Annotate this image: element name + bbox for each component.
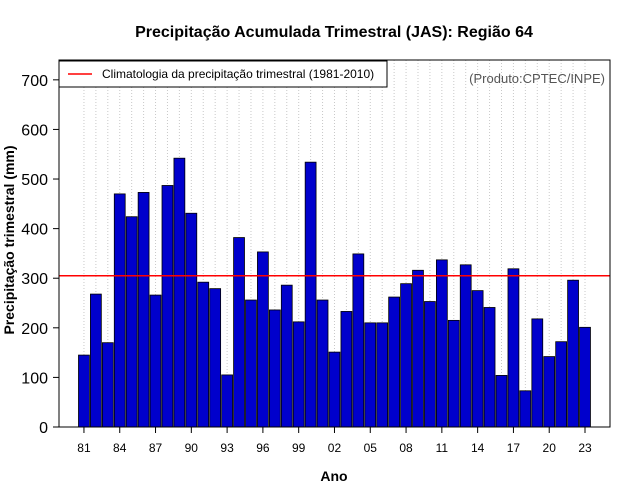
x-axis-label: Ano — [320, 468, 347, 484]
x-tick-label-99: 99 — [292, 441, 306, 455]
x-tick-label-93: 93 — [220, 441, 234, 455]
bar-2015 — [483, 307, 496, 428]
y-tick-label-600: 600 — [21, 122, 48, 139]
x-tick-label-20: 20 — [543, 441, 557, 455]
bar-series — [78, 157, 591, 428]
bar-1997 — [268, 309, 281, 428]
bar-1990 — [185, 212, 198, 428]
x-tick-label-81: 81 — [77, 441, 91, 455]
y-tick-label-300: 300 — [21, 271, 48, 288]
x-tick-label-90: 90 — [185, 441, 199, 455]
y-tick-label-200: 200 — [21, 321, 48, 338]
bar-1992 — [209, 288, 222, 428]
bar-2022 — [567, 279, 579, 428]
bar-1996 — [257, 251, 269, 428]
bar-2001 — [316, 299, 329, 428]
bar-2020 — [543, 356, 556, 428]
x-tick-label-02: 02 — [328, 441, 342, 455]
bar-2019 — [531, 318, 544, 428]
x-tick-label-05: 05 — [364, 441, 378, 455]
x-tick-label-87: 87 — [149, 441, 163, 455]
legend-climatology-label: Climatologia da precipitação trimestral … — [102, 67, 374, 81]
x-tick-label-17: 17 — [507, 441, 521, 455]
x-tick-label-84: 84 — [113, 441, 127, 455]
bar-2004 — [352, 253, 365, 428]
bar-2010 — [424, 301, 436, 428]
bar-2014 — [471, 290, 484, 428]
legend-box — [58, 60, 388, 88]
bar-1993 — [221, 374, 233, 428]
y-tick-label-100: 100 — [21, 370, 48, 387]
legend: Climatologia da precipitação trimestral … — [58, 60, 388, 88]
y-tick-label-0: 0 — [39, 420, 48, 437]
bar-2006 — [376, 322, 389, 428]
y-axis-label: Precipitação trimestral (mm) — [1, 145, 17, 334]
bar-2017 — [507, 268, 520, 428]
x-axis: 81 84 87 90 93 96 99 02 05 08 11 14 17 20 23 — [77, 427, 592, 455]
bar-1999 — [292, 321, 305, 428]
bar-1994 — [233, 237, 245, 428]
bar-2018 — [519, 390, 532, 428]
bar-1995 — [245, 299, 257, 428]
bar-1985 — [125, 216, 138, 428]
bar-2016 — [495, 375, 508, 428]
y-tick-label-700: 700 — [21, 73, 48, 90]
bar-2009 — [412, 269, 424, 428]
bar-1986 — [137, 192, 150, 428]
bar-2011 — [435, 259, 448, 428]
bar-2012 — [447, 319, 460, 428]
y-tick-label-500: 500 — [21, 172, 48, 189]
bar-2002 — [328, 351, 341, 428]
x-tick-label-23: 23 — [578, 441, 592, 455]
bar-2023 — [579, 326, 591, 428]
bar-1991 — [197, 281, 210, 428]
bar-2021 — [555, 341, 568, 428]
product-credit: (Produto:CPTEC/INPE) — [469, 71, 605, 86]
x-tick-label-11: 11 — [436, 441, 449, 455]
chart-title: Precipitação Acumulada Trimestral (JAS):… — [135, 24, 533, 41]
bar-1998 — [280, 284, 293, 428]
bar-1984 — [113, 193, 126, 428]
bar-2013 — [459, 264, 472, 428]
x-tick-label-08: 08 — [399, 441, 413, 455]
bar-2008 — [400, 283, 412, 428]
y-axis: 0 100 200 300 400 500 600 700 — [21, 73, 59, 437]
bar-1982 — [90, 293, 102, 428]
bar-2003 — [340, 311, 353, 428]
bar-2005 — [364, 322, 377, 428]
bar-2000 — [304, 161, 317, 428]
bar-1983 — [101, 342, 114, 428]
bar-1987 — [149, 294, 162, 428]
bar-1989 — [173, 157, 186, 428]
y-tick-label-400: 400 — [21, 222, 48, 239]
x-tick-label-96: 96 — [256, 441, 270, 455]
x-tick-label-14: 14 — [471, 441, 485, 455]
bar-1988 — [161, 185, 174, 428]
bar-1981 — [78, 354, 90, 428]
bar-2007 — [388, 296, 400, 428]
